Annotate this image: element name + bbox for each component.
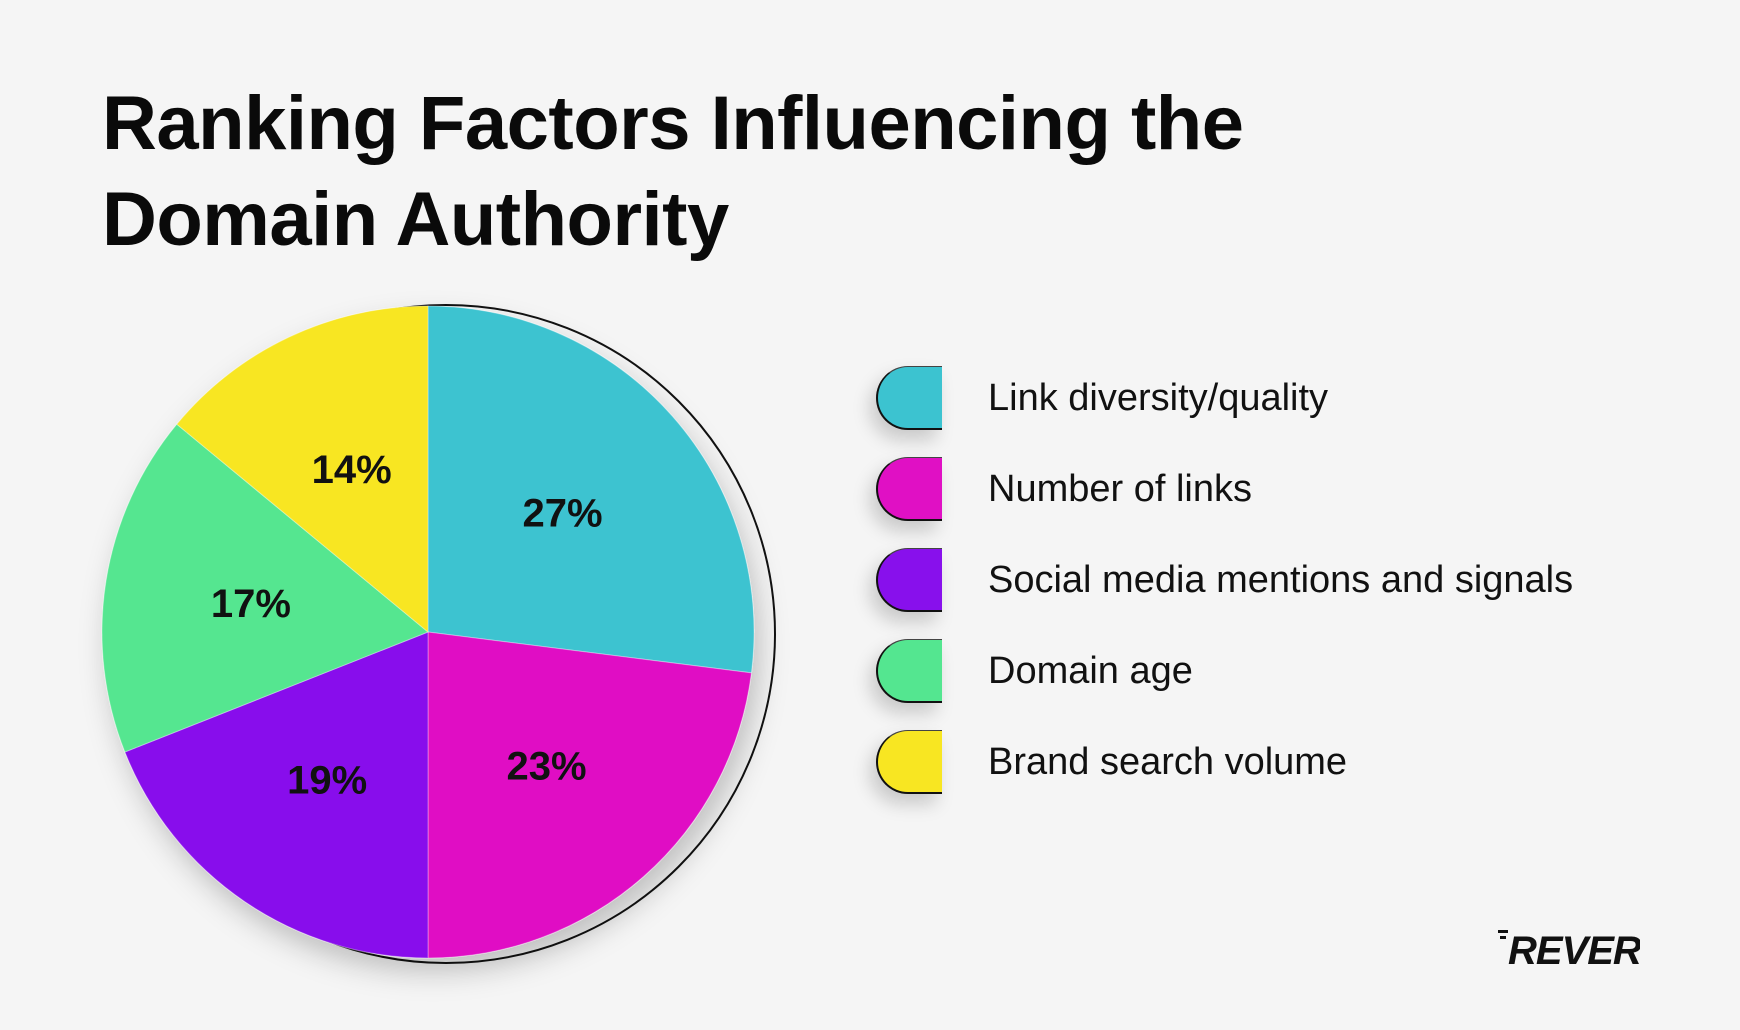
legend-swatch-domain-age	[876, 639, 942, 703]
legend-item-brand-search: Brand search volume	[876, 730, 1716, 794]
reverb-logo-icon: REVERB	[1498, 929, 1640, 972]
pie-slice-2	[124, 631, 429, 959]
chart-title: Ranking Factors Influencing the Domain A…	[102, 76, 1402, 268]
pie-slice-label-0: 27%	[522, 491, 602, 535]
chart-title-line-2: Domain Authority	[102, 177, 729, 262]
pie-labels: 27% 23% 19% 17% 14%	[211, 448, 603, 803]
brand-name: REVERB	[1508, 929, 1640, 972]
legend-swatch-number-of-links	[876, 457, 942, 521]
legend-swatch-brand-search	[876, 730, 942, 794]
legend-label-social-media: Social media mentions and signals	[988, 559, 1574, 601]
pie-slice-label-2: 19%	[287, 758, 367, 802]
pie-slice-label-1: 23%	[507, 744, 587, 788]
pie-slices	[101, 305, 755, 959]
pie-chart: 27% 23% 19% 17% 14%	[101, 304, 776, 964]
pie-slice-label-4: 14%	[312, 448, 392, 492]
pie-slice-1	[427, 631, 752, 959]
legend: Link diversity/quality Number of links S…	[876, 366, 1716, 821]
legend-item-number-of-links: Number of links	[876, 457, 1716, 521]
legend-item-link-diversity: Link diversity/quality	[876, 366, 1716, 430]
legend-swatch-link-diversity	[876, 366, 942, 430]
pie-slice-label-3: 17%	[211, 582, 291, 626]
legend-item-domain-age: Domain age	[876, 639, 1716, 703]
legend-label-domain-age: Domain age	[988, 650, 1193, 692]
pie-slice-4	[176, 305, 429, 634]
legend-label-brand-search: Brand search volume	[988, 741, 1348, 783]
legend-label-link-diversity: Link diversity/quality	[988, 377, 1329, 419]
chart-title-line-1: Ranking Factors Influencing the	[102, 81, 1244, 166]
pie-slice-0	[427, 305, 755, 674]
pie-slice-3	[101, 423, 429, 753]
legend-item-social-media: Social media mentions and signals	[876, 548, 1716, 612]
legend-swatch-social-media	[876, 548, 942, 612]
legend-label-number-of-links: Number of links	[988, 468, 1252, 510]
